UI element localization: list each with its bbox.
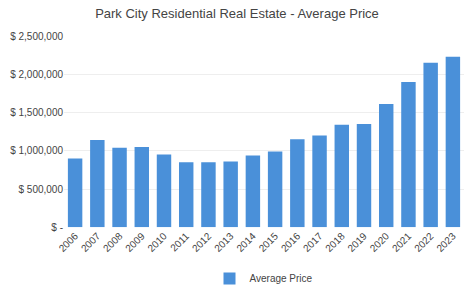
svg-text:$ 1,000,000: $ 1,000,000 [10,145,63,156]
svg-text:2019: 2019 [345,230,369,254]
svg-text:2022: 2022 [412,230,436,254]
svg-text:$ 500,000: $ 500,000 [19,184,64,195]
svg-text:2010: 2010 [145,230,169,254]
svg-text:2017: 2017 [301,230,325,254]
svg-text:2016: 2016 [279,230,303,254]
svg-text:Average Price: Average Price [250,273,313,284]
svg-text:2012: 2012 [190,230,214,254]
svg-text:$ 1,500,000: $ 1,500,000 [10,107,63,118]
svg-text:2007: 2007 [79,230,103,254]
svg-text:$ 2,000,000: $ 2,000,000 [10,69,63,80]
svg-text:2015: 2015 [257,230,281,254]
svg-text:2008: 2008 [101,230,125,254]
svg-text:2009: 2009 [123,230,147,254]
svg-text:2018: 2018 [323,230,347,254]
svg-text:Park City Residential Real Est: Park City Residential Real Estate - Aver… [95,6,379,21]
svg-text:2006: 2006 [57,230,81,254]
svg-text:2020: 2020 [368,230,392,254]
svg-text:2013: 2013 [212,230,236,254]
svg-text:$ -: $ - [51,222,63,233]
svg-text:$ 2,500,000: $ 2,500,000 [10,31,63,42]
svg-text:2021: 2021 [390,230,414,254]
svg-text:2014: 2014 [234,230,258,254]
svg-text:2023: 2023 [434,230,458,254]
svg-text:2011: 2011 [168,230,191,253]
